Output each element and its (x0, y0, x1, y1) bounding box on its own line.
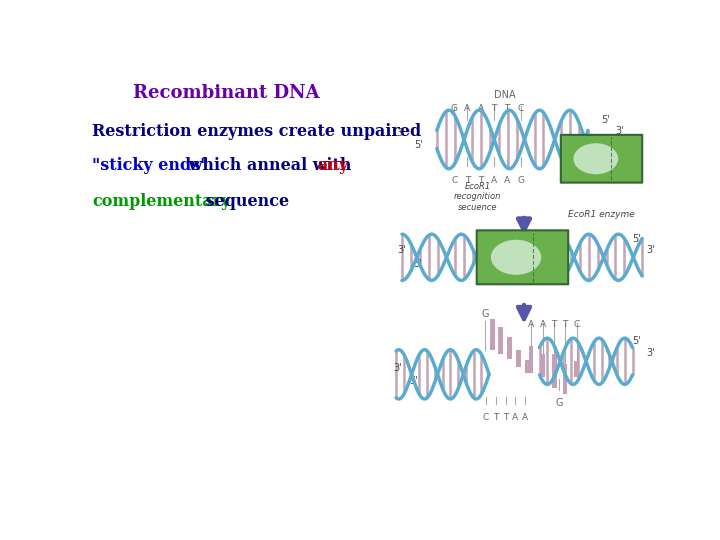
Text: C: C (518, 104, 524, 113)
Text: T: T (552, 320, 557, 329)
Text: A: A (464, 104, 470, 113)
Text: T: T (478, 177, 483, 185)
Text: which anneal with: which anneal with (183, 157, 356, 174)
Text: A: A (477, 104, 484, 113)
Text: any: any (318, 157, 348, 174)
Text: 5': 5' (414, 140, 423, 150)
Text: T: T (491, 104, 497, 113)
Bar (516, 350, 521, 367)
Text: 3': 3' (616, 126, 624, 136)
Text: T: T (464, 177, 470, 185)
Text: C: C (483, 413, 489, 422)
Text: G: G (451, 104, 458, 113)
Text: 3': 3' (396, 127, 405, 138)
Text: G: G (518, 177, 524, 185)
Text: T: T (503, 413, 509, 422)
Text: Recombinant DNA: Recombinant DNA (132, 84, 319, 102)
Text: 5': 5' (601, 114, 611, 125)
Text: A: A (513, 413, 518, 422)
Text: EcoR1 enzyme: EcoR1 enzyme (568, 210, 635, 219)
Text: sequence: sequence (199, 193, 289, 210)
Text: T: T (562, 320, 568, 329)
Bar (563, 363, 567, 394)
Text: C: C (451, 177, 457, 185)
Bar (540, 354, 545, 377)
Bar (525, 361, 529, 373)
Text: A: A (491, 177, 497, 185)
Text: G: G (482, 309, 489, 319)
Bar (507, 338, 512, 359)
Ellipse shape (491, 240, 541, 275)
Text: 5': 5' (409, 376, 418, 386)
Bar (498, 327, 503, 354)
Text: 3': 3' (647, 348, 655, 358)
Text: EcoR1
recognition
secuence: EcoR1 recognition secuence (454, 182, 501, 212)
Text: 5': 5' (632, 335, 642, 346)
Bar (528, 346, 534, 373)
Text: complementary: complementary (92, 193, 230, 210)
Text: 5': 5' (413, 259, 422, 268)
Text: 3': 3' (647, 246, 655, 255)
Text: DNA: DNA (494, 90, 516, 100)
Text: 3': 3' (397, 246, 406, 255)
Text: T: T (504, 104, 510, 113)
Text: 3': 3' (394, 363, 402, 373)
Bar (490, 319, 495, 350)
Text: A: A (504, 177, 510, 185)
Ellipse shape (573, 143, 618, 174)
Text: A: A (539, 320, 546, 329)
Text: Restriction enzymes create unpaired: Restriction enzymes create unpaired (92, 123, 422, 139)
Text: A: A (522, 413, 528, 422)
Bar (575, 361, 579, 377)
Bar (552, 354, 557, 388)
Text: "sticky ends": "sticky ends" (92, 157, 209, 174)
Text: C: C (574, 320, 580, 329)
Text: 5': 5' (632, 234, 642, 244)
FancyBboxPatch shape (561, 135, 642, 183)
Text: G: G (555, 398, 562, 408)
Text: T: T (493, 413, 499, 422)
Text: A: A (528, 320, 534, 329)
FancyBboxPatch shape (477, 231, 568, 284)
